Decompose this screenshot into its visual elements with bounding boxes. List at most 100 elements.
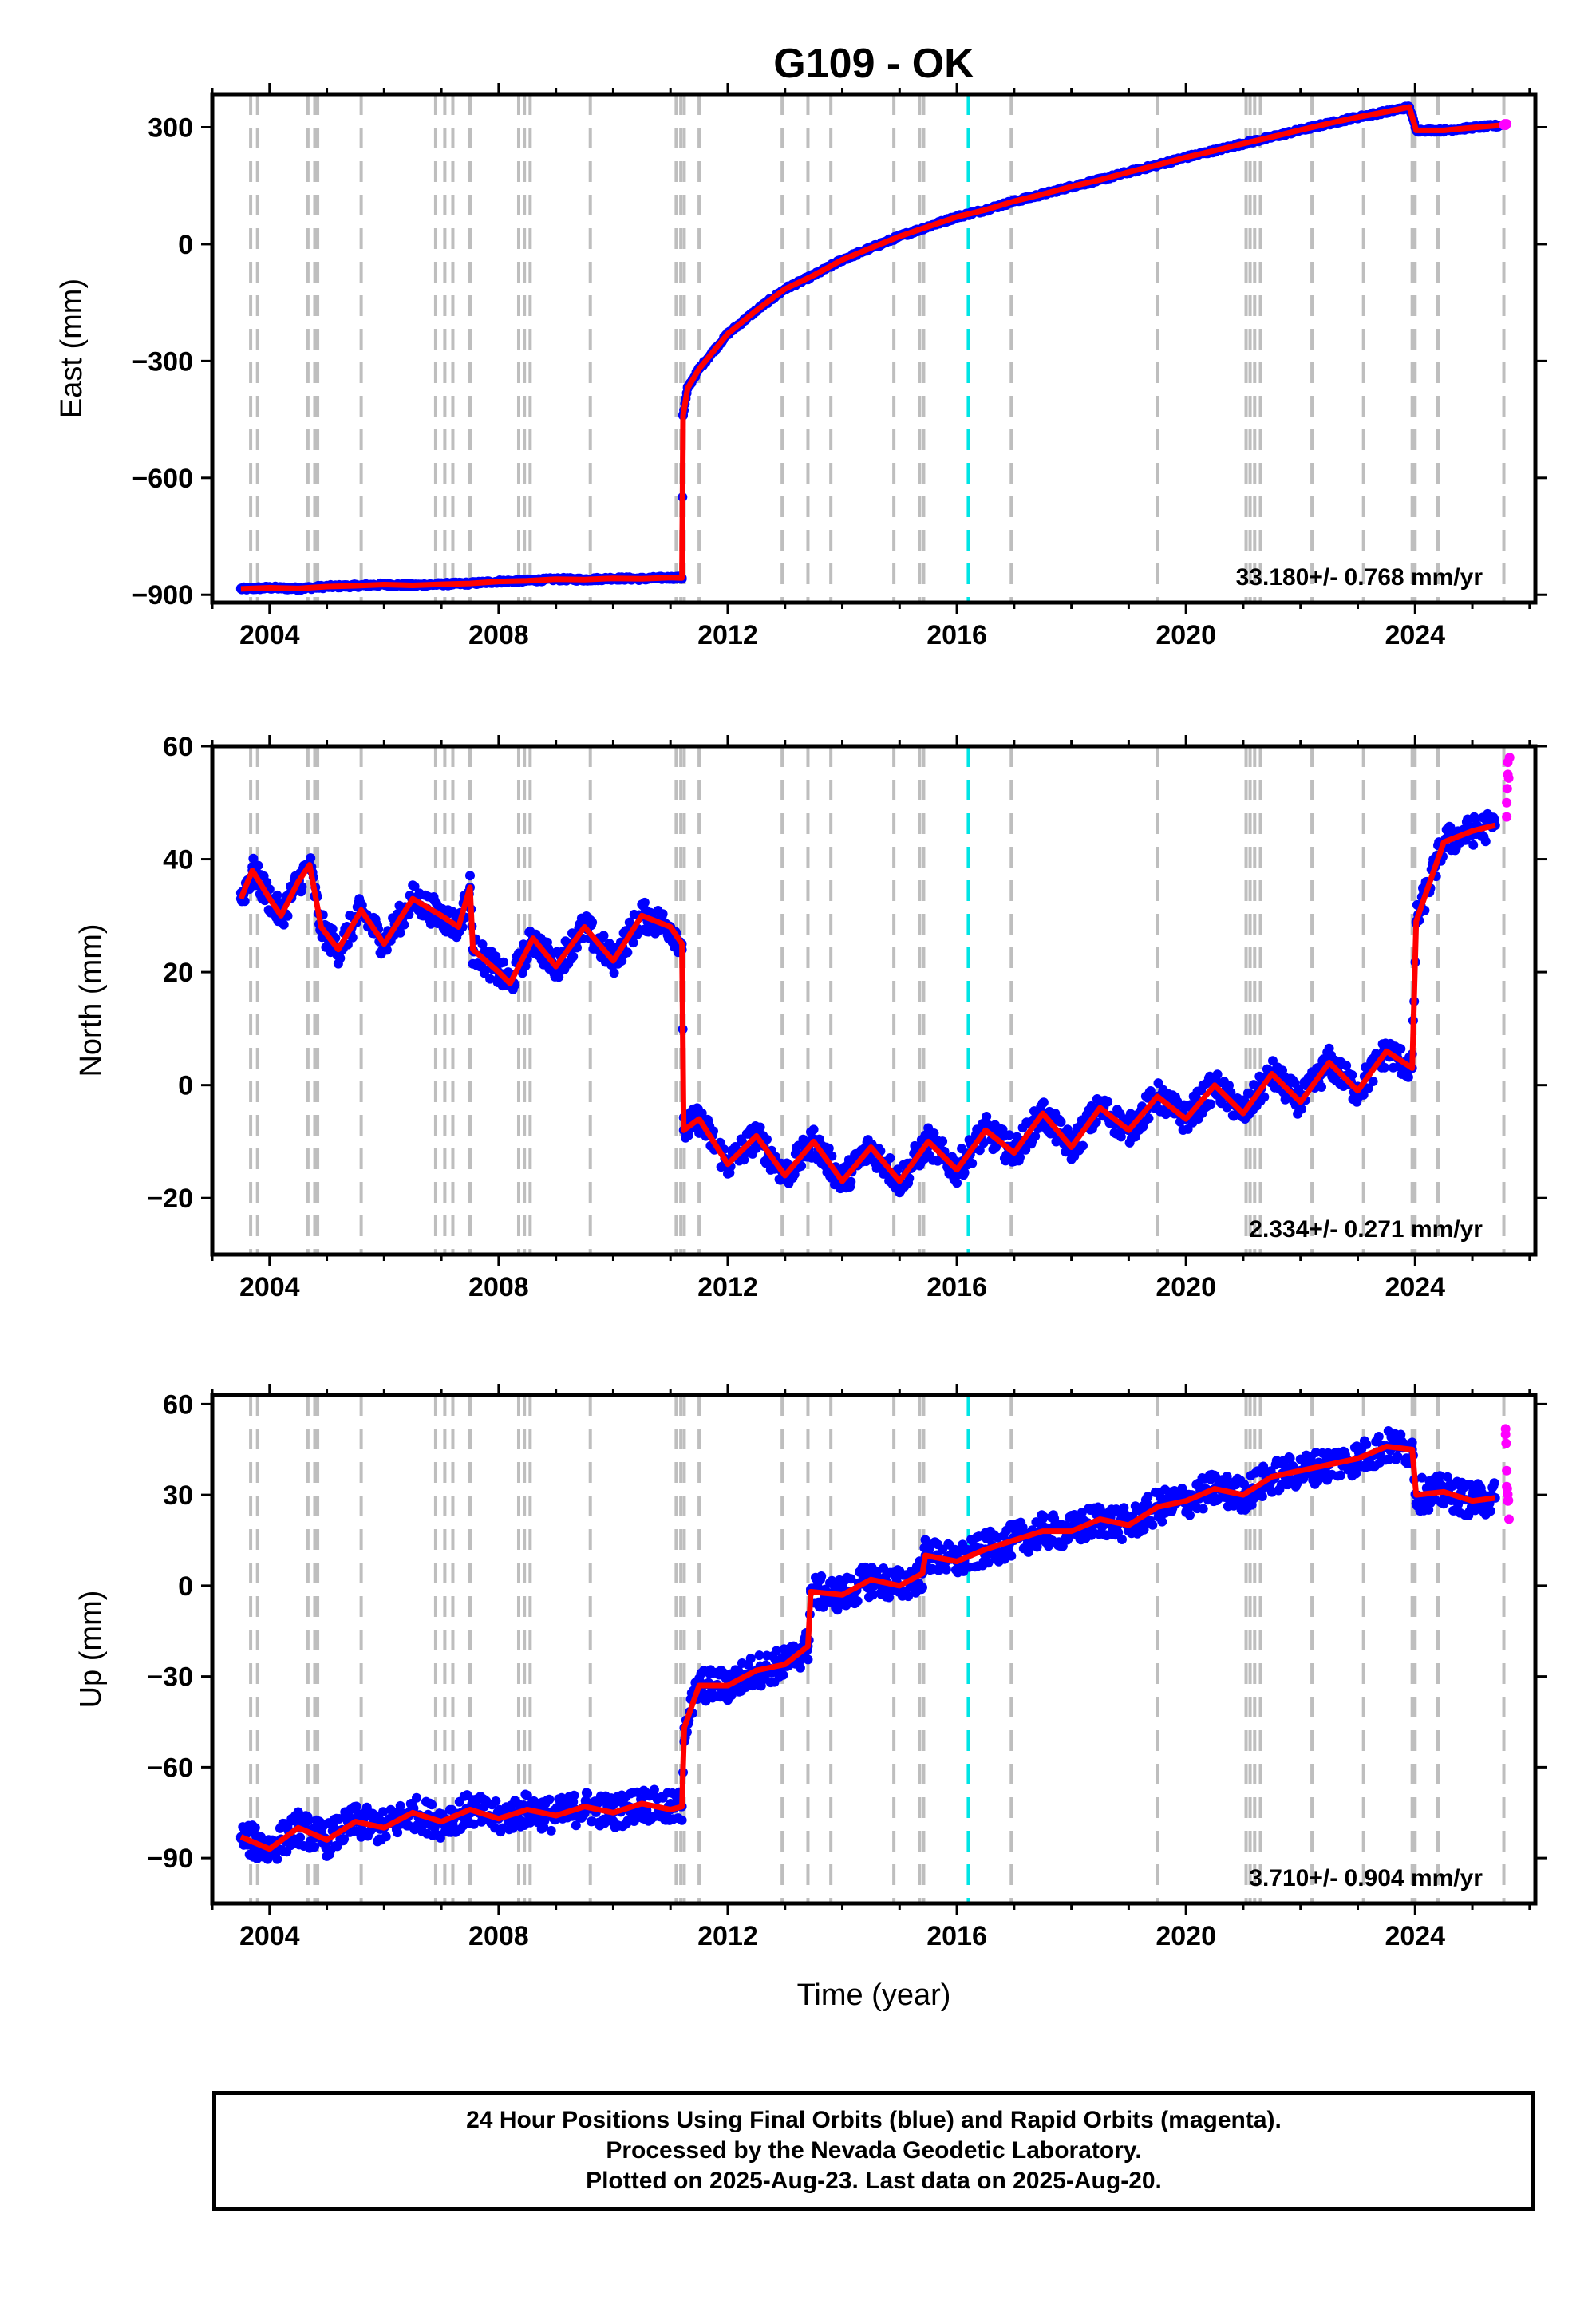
data-point [381, 1832, 391, 1842]
x-tick-label: 2004 [239, 620, 300, 650]
x-tick-label: 2008 [468, 1272, 529, 1302]
data-point [1206, 1099, 1216, 1109]
data-point [1403, 1072, 1413, 1082]
data-point [1038, 1097, 1049, 1108]
data-point [1198, 1504, 1208, 1514]
y-tick-label: 20 [163, 958, 193, 988]
data-point [762, 1134, 772, 1144]
y-tick-label: 60 [163, 1389, 193, 1420]
data-point [867, 1590, 878, 1600]
data-point [1489, 1478, 1499, 1488]
data-point [1503, 1514, 1514, 1524]
data-point [587, 917, 598, 927]
data-point [622, 947, 633, 958]
data-point [1032, 1542, 1042, 1552]
data-point [983, 1558, 994, 1568]
data-point [1222, 1102, 1232, 1113]
data-point [491, 951, 501, 962]
footer-line-1: 24 Hour Positions Using Final Orbits (bl… [466, 2107, 1282, 2133]
data-point [737, 1136, 747, 1147]
y-tick-label: −90 [147, 1844, 193, 1874]
data-point [539, 1816, 550, 1826]
data-point [959, 1168, 970, 1178]
data-point [1257, 1492, 1267, 1501]
data-point [846, 1176, 856, 1187]
data-point [795, 1662, 805, 1673]
data-point [327, 924, 338, 934]
footer-info-box: 24 Hour Positions Using Final Orbits (bl… [212, 2091, 1535, 2211]
data-point [628, 938, 638, 948]
data-point [250, 1823, 260, 1833]
footer-line-2: Processed by the Nevada Geodetic Laborat… [606, 2137, 1142, 2164]
data-point [1468, 840, 1479, 850]
data-point [427, 1800, 437, 1810]
data-point [569, 1790, 579, 1800]
y-tick-label: 0 [178, 1571, 193, 1602]
x-tick-label: 2016 [926, 620, 987, 650]
y-tick-label: 0 [178, 1071, 193, 1101]
data-point [272, 890, 282, 900]
data-point [395, 1800, 405, 1811]
data-point [1501, 1438, 1511, 1448]
data-point [1361, 1439, 1372, 1449]
x-tick-label: 2004 [239, 1921, 300, 1951]
data-point [1442, 1472, 1452, 1482]
data-point [796, 1160, 807, 1171]
data-point [544, 1794, 555, 1804]
y-tick-label: −600 [132, 464, 193, 494]
data-point [852, 1596, 863, 1607]
x-tick-label: 2020 [1156, 620, 1216, 650]
x-tick-label: 2016 [926, 1272, 987, 1302]
model-line [238, 822, 1496, 1184]
data-point [477, 939, 488, 950]
y-tick-label: 40 [163, 845, 193, 875]
data-point [1222, 1472, 1232, 1482]
data-point [1373, 1432, 1384, 1441]
data-point [409, 881, 420, 891]
data-point [546, 1825, 556, 1836]
panel-frame [210, 744, 1538, 1257]
data-point [778, 1670, 788, 1680]
x-tick-label: 2004 [239, 1272, 300, 1302]
data-point [1285, 1453, 1295, 1464]
y-tick-label: −900 [132, 580, 193, 611]
data-point [1351, 1468, 1361, 1479]
data-point [1144, 1113, 1154, 1124]
data-point [583, 1788, 593, 1799]
data-point [745, 1654, 756, 1664]
data-point [1363, 1083, 1373, 1093]
y-axis-label: North (mm) [74, 923, 108, 1077]
data-point [1139, 1524, 1149, 1535]
data-point [1021, 1144, 1031, 1155]
data-point [1317, 1082, 1326, 1092]
data-point [824, 1143, 834, 1153]
data-point [491, 1796, 501, 1806]
data-point [1396, 1044, 1406, 1054]
data-point [310, 1842, 319, 1852]
y-tick-label: −30 [147, 1662, 193, 1693]
data-point [522, 1790, 532, 1800]
data-point [1336, 1470, 1345, 1480]
data-point [1503, 1496, 1513, 1506]
panel-frame [210, 92, 1538, 605]
data-point [677, 1815, 687, 1825]
data-point [435, 1832, 445, 1843]
data-point [1056, 1117, 1066, 1127]
plot-area-east [235, 101, 1512, 595]
data-point [1503, 769, 1513, 780]
panels: 2004 2008 2012 2016 2020 2024−900−600−3000300… [55, 83, 1547, 1951]
data-point [1117, 1535, 1127, 1544]
data-point [1416, 1472, 1427, 1483]
rate-label: 33.180+/- 0.768 mm/yr [1236, 564, 1483, 591]
footer-line-3: Plotted on 2025-Aug-23. Last data on 202… [586, 2168, 1162, 2194]
x-tick-label: 2008 [468, 1921, 529, 1951]
data-point [335, 953, 346, 963]
data-point [1407, 1437, 1417, 1448]
data-point [1502, 797, 1512, 808]
data-point [1435, 1471, 1445, 1481]
data-point [378, 1807, 389, 1817]
data-point [1341, 1061, 1352, 1071]
data-point [1143, 1492, 1153, 1502]
data-point [974, 1145, 985, 1156]
